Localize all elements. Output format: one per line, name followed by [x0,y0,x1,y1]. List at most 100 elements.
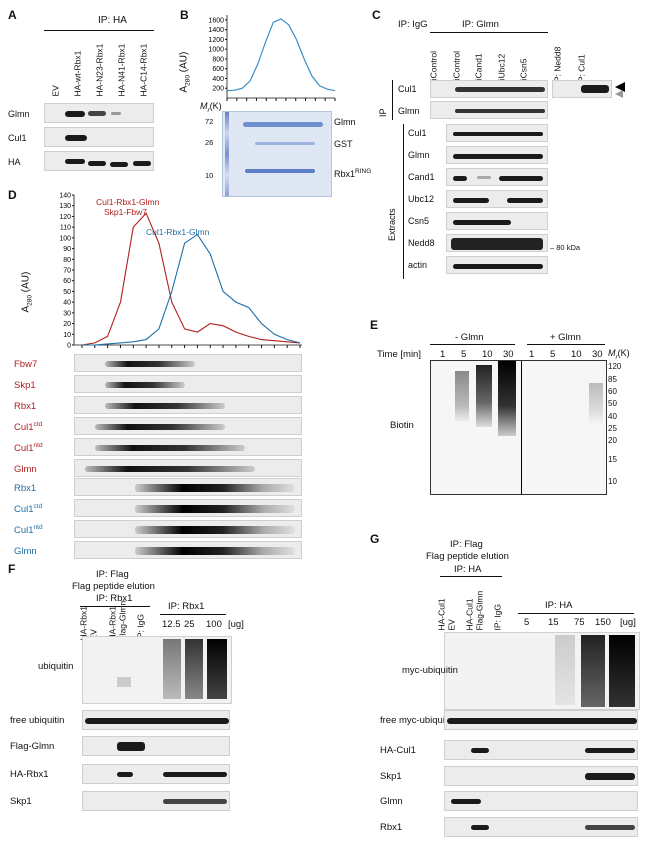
b-band-gst: GST [334,139,353,149]
b-ytick-label: 1200 [208,37,224,44]
d-axis-line [73,195,302,346]
b-ytick-label: 600 [212,66,224,73]
g-lane-label: Flag-Glmn [474,590,485,631]
blot-glmn [44,103,154,123]
row-label-ha: HA [8,157,21,167]
panel-letter-a: A [8,8,17,22]
g-dose-label: 5 [524,617,530,628]
a-lane-label: EV [50,85,61,97]
band [453,198,489,203]
c-ip-igg: IP: IgG [398,19,428,30]
g-myc-ubiquitin-blot [444,632,640,710]
b-mw-26: 26 [205,138,214,147]
band [135,505,295,513]
g-dose-label: 15 [548,617,559,628]
panel-letter-e: E [370,318,379,332]
b-ytick-label: 1000 [208,47,224,54]
b-mr-label: Mr(K) [200,101,222,114]
f-ip2: IP: Rbx1 [168,601,205,612]
e-time-value: 5 [550,349,556,360]
band [105,361,195,367]
d-red-blot [74,375,302,393]
f-blot [82,764,230,784]
e-mw-label: 120 [608,362,622,371]
d-red-row-label: Fbw7 [14,359,38,371]
b-elution-curve [226,18,336,92]
band [135,547,295,555]
f-title-1: IP: Flag [96,569,129,580]
band [477,176,491,179]
c-row-glmn: Glmn [398,106,420,116]
band [585,748,635,753]
d-blue-row-label: Glmn [14,546,37,558]
d-ytick-label: 130 [59,203,71,210]
b-ytick-label: 400 [212,76,224,83]
band [507,198,543,203]
f-title-2: Flag peptide elution [72,581,155,592]
band [453,154,543,159]
d-ytick-label: 110 [60,225,71,232]
d-blue-blot [74,499,302,517]
blot-ha [44,151,154,171]
d-red-blot [74,438,302,456]
c-extract-row-label: actin [408,260,428,270]
e-mr-label: Mr(K) [608,348,630,361]
a-lane-label: HA-C14-Rbx1 [138,43,149,97]
c-extracts-side: Extracts [387,208,397,241]
b-ytick-label: 200 [212,86,224,93]
b-band-rbx1: Rbx1RING [334,168,372,179]
band [451,799,481,804]
d-blue-blot [74,541,302,559]
g-blot [444,740,638,760]
f-title-3: IP: Rbx1 [96,593,133,604]
a-lane-label: HA-N41-Rbx1 [116,43,127,97]
e-mw-label: 10 [608,477,617,486]
c-arrowhead-gray [615,90,623,98]
d-red-row-label: Rbx1 [14,401,37,413]
e-mw-label: 60 [608,387,617,396]
d-blue-row-label: Cul1ctd [14,503,43,516]
g-title-1: IP: Flag [450,539,483,550]
band [117,742,145,751]
d-red-label-1: Cul1-Rbx1-Glmn [96,197,160,207]
e-time-label: Time [min] [377,349,421,360]
f-blot [82,710,230,730]
b-ytick-label: 800 [212,56,224,63]
d-ytick-label: 10 [63,332,71,339]
blot-cul1 [44,127,154,147]
a-lane-label: HA-N23-Rbx1 [94,43,105,97]
c-blot-ip-cul1 [430,80,548,98]
d-ylabel: A280 (AU) [20,271,34,313]
c-blot-ip-glmn [430,101,548,119]
d-blue-row-label: Cul1ntd [14,524,43,537]
g-dose-label: 75 [574,617,585,628]
panel-letter-d: D [8,188,17,202]
band [471,825,489,830]
d-ytick-label: 30 [63,310,71,317]
f-ubiquitin-blot [82,636,232,704]
d-ytick-label: 70 [63,268,71,275]
d-ytick-label: 0 [67,343,71,350]
e-plus-glmn: + Glmn [550,332,581,343]
b-ytick-label: 1400 [208,27,224,34]
band [163,799,227,804]
e-time-value: 1 [529,349,535,360]
e-mw-label: 85 [608,375,617,384]
e-biotin-blot [430,360,607,495]
g-dose-label: [ug] [620,617,636,628]
d-red-label-2: Skp1-Fbw7 [104,207,147,217]
g-blot [444,710,638,730]
f-row-label: HA-Rbx1 [10,769,49,780]
band [135,526,295,534]
d-ytick-label: 120 [59,214,71,221]
d-red-row-label: Skp1 [14,380,36,392]
band [585,825,635,830]
f-dose-label: 25 [184,619,195,630]
d-ytick-label: 80 [63,257,71,264]
band [117,772,133,777]
d-ytick-label: 60 [63,278,71,285]
d-red-blot [74,417,302,435]
e-mw-label: 25 [608,424,617,433]
c-extract-blot [446,168,548,186]
